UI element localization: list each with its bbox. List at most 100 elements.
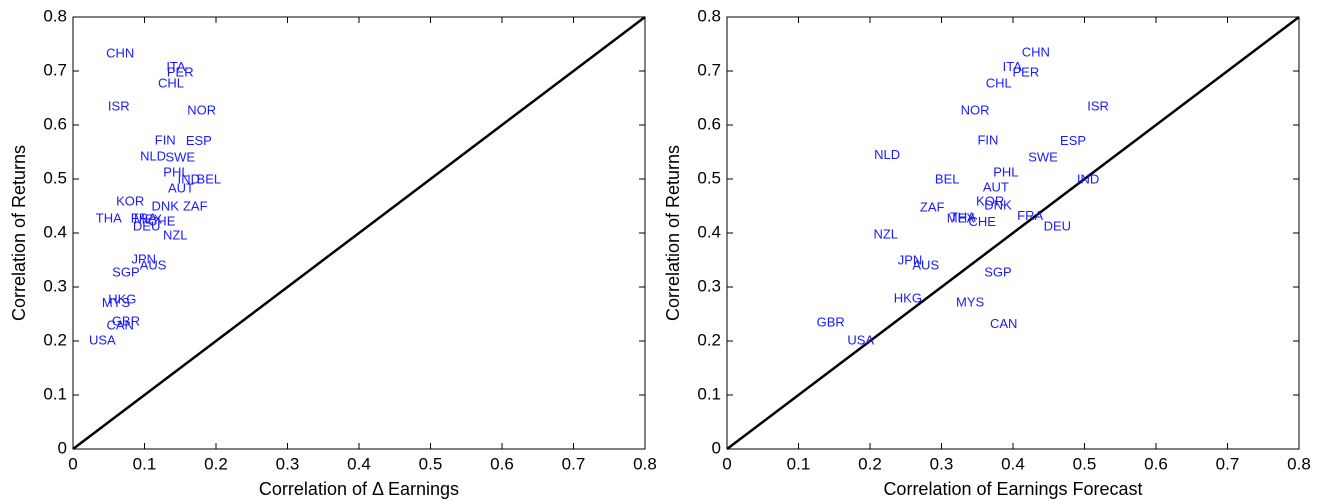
y-tick-label: 0.1 [697,384,721,403]
y-tick-label: 0.8 [43,6,67,25]
y-axis-label: Correlation of Returns [9,145,29,321]
country-point: PHL [993,164,1018,179]
x-tick-label: 0.7 [1216,454,1240,473]
country-point: ESP [186,133,212,148]
country-point: AUT [983,180,1009,195]
country-point: GBR [112,314,140,329]
scatter-panel: 0 0.1 0.2 0.3 0.4 0.5 0.6 0.7 0.8 0 0.1 0.2 0.3 0.4 0.… [663,6,1311,498]
country-point: MEX [134,211,163,226]
y-tick-label: 0.5 [697,168,721,187]
country-point: CHL [158,75,184,90]
country-point: ZAF [920,200,945,215]
y-tick-label: 0.7 [43,60,67,79]
country-point: HKG [894,290,922,305]
country-point: PER [1013,65,1040,80]
x-tick-label: 0.6 [1144,454,1168,473]
scatter-panel: 0 0.1 0.2 0.3 0.4 0.5 0.6 0.7 0.8 0 0.1 0.2 0.3 0.4 0.… [9,6,657,498]
y-tick-label: 0.3 [43,276,67,295]
y-axis-label: Correlation of Returns [663,145,683,321]
country-point: USA [89,332,116,347]
country-point: DNK [152,199,180,214]
diagonal-line [726,16,1300,450]
x-tick-label: 0.4 [1001,454,1025,473]
y-tick-label: 0.4 [43,222,67,241]
y-tick-label: 0 [712,438,721,457]
y-tick-label: 0.6 [43,114,67,133]
country-point: SGP [112,264,139,279]
country-point: CAN [990,316,1017,331]
country-point: GBR [817,315,845,330]
y-tick-label: 0.2 [43,330,67,349]
country-point: JPN [132,251,157,266]
country-point: PHL [163,164,188,179]
country-point: ITA [166,59,186,74]
country-point: SWE [1028,149,1058,164]
x-tick-label: 0.5 [419,454,443,473]
country-point: DEU [133,218,160,233]
country-point: ESP [1060,133,1086,148]
country-point: NZL [163,228,188,243]
country-point: CAN [106,317,133,332]
x-tick-label: 0.7 [562,454,586,473]
country-point: BEL [197,172,222,187]
country-point: FIN [155,133,176,148]
y-tick-label: 0.4 [697,222,721,241]
country-point: ISR [1087,99,1109,114]
y-tick-label: 0.7 [697,60,721,79]
country-point: THA [950,209,976,224]
country-point: ITA [1003,59,1023,74]
country-point: NZL [873,227,898,242]
x-axis-label: Correlation of Earnings Forecast [883,479,1142,499]
y-tick-label: 0.5 [43,168,67,187]
x-tick-label: 0.4 [347,454,371,473]
x-tick-label: 0.3 [276,454,300,473]
country-point: AUS [140,257,167,272]
country-point: NLD [874,147,900,162]
y-tick-label: 0.6 [697,114,721,133]
country-point: SWE [165,149,195,164]
country-point: JPN [898,253,923,268]
country-point: AUS [912,257,939,272]
x-tick-label: 0.2 [204,454,228,473]
x-tick-label: 0.2 [858,454,882,473]
country-point: BEL [935,172,960,187]
x-tick-label: 0.8 [1287,454,1311,473]
country-point: FRA [131,210,157,225]
country-point: AUT [168,181,194,196]
x-tick-label: 0.6 [490,454,514,473]
country-point: CHL [986,75,1012,90]
country-point: ISR [108,99,130,114]
country-point: KOR [976,194,1004,209]
country-point: CHN [106,46,134,61]
x-axis-label: Correlation of Δ Earnings [259,479,459,499]
country-point: THA [96,210,122,225]
country-point: IND [1077,172,1099,187]
y-tick-label: 0.8 [697,6,721,25]
country-point: KOR [116,194,144,209]
x-tick-label: 0 [722,454,731,473]
country-point: MYS [956,295,985,310]
country-point: DNK [984,197,1012,212]
country-point: PER [167,65,194,80]
country-point: FRA [1017,208,1043,223]
country-point: DEU [1044,218,1071,233]
y-tick-label: 0.3 [697,276,721,295]
country-point: CHE [969,214,997,229]
country-point: FIN [977,133,998,148]
x-tick-label: 0 [68,454,77,473]
country-point: USA [847,332,874,347]
country-point: SGP [984,264,1011,279]
x-tick-label: 0.3 [930,454,954,473]
y-tick-label: 0.1 [43,384,67,403]
x-tick-label: 0.1 [133,454,157,473]
y-tick-label: 0 [58,438,67,457]
y-tick-label: 0.2 [697,330,721,349]
x-tick-label: 0.5 [1073,454,1097,473]
country-point: NOR [187,102,216,117]
country-point: IND [178,172,200,187]
country-point: MYS [102,295,131,310]
country-point: NOR [961,102,990,117]
x-tick-label: 0.8 [633,454,657,473]
country-point: HKG [108,291,136,306]
